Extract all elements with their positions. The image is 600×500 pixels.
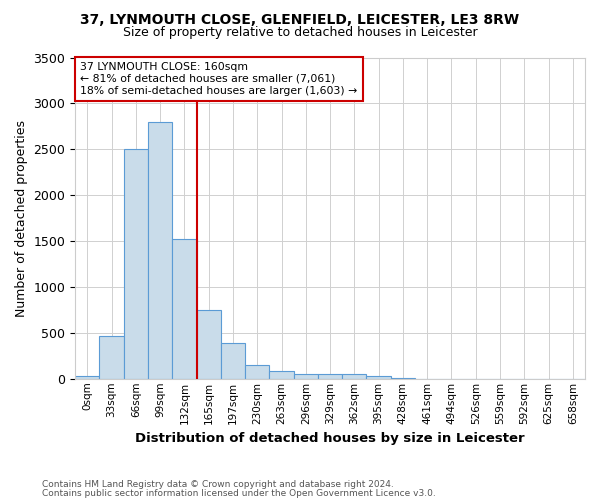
Bar	[172, 239, 197, 379]
Bar	[75, 376, 100, 379]
Bar	[391, 378, 415, 379]
Bar	[197, 310, 221, 379]
X-axis label: Distribution of detached houses by size in Leicester: Distribution of detached houses by size …	[135, 432, 525, 445]
Bar	[269, 372, 293, 379]
Y-axis label: Number of detached properties: Number of detached properties	[15, 120, 28, 316]
Text: 37, LYNMOUTH CLOSE, GLENFIELD, LEICESTER, LE3 8RW: 37, LYNMOUTH CLOSE, GLENFIELD, LEICESTER…	[80, 12, 520, 26]
Bar	[100, 336, 124, 379]
Bar	[293, 374, 318, 379]
Text: 37 LYNMOUTH CLOSE: 160sqm
← 81% of detached houses are smaller (7,061)
18% of se: 37 LYNMOUTH CLOSE: 160sqm ← 81% of detac…	[80, 62, 358, 96]
Bar	[148, 122, 172, 379]
Bar	[318, 374, 342, 379]
Bar	[221, 343, 245, 379]
Text: Contains public sector information licensed under the Open Government Licence v3: Contains public sector information licen…	[42, 490, 436, 498]
Bar	[367, 376, 391, 379]
Text: Size of property relative to detached houses in Leicester: Size of property relative to detached ho…	[122, 26, 478, 39]
Bar	[124, 150, 148, 379]
Text: Contains HM Land Registry data © Crown copyright and database right 2024.: Contains HM Land Registry data © Crown c…	[42, 480, 394, 489]
Bar	[245, 365, 269, 379]
Bar	[342, 374, 367, 379]
